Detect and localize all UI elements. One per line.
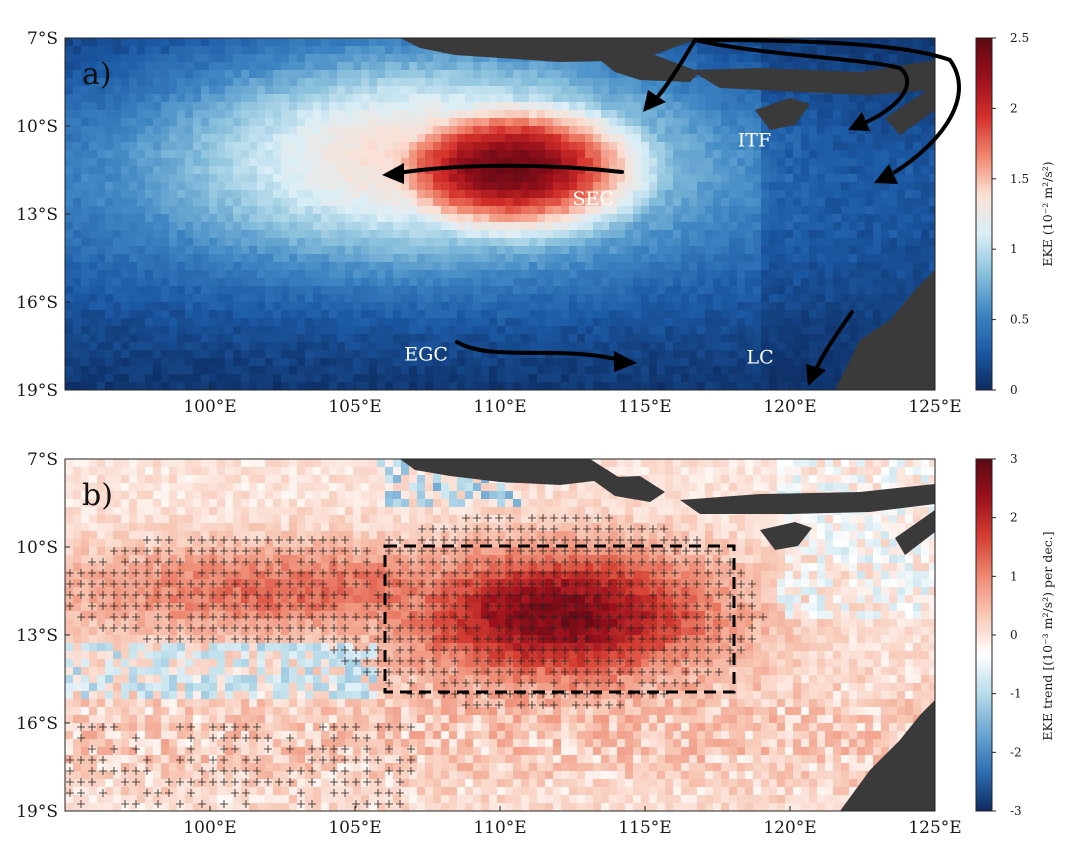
australia-land-a [835, 270, 935, 390]
egc-arrow [455, 340, 622, 362]
lon-tick-label: 115°E [618, 818, 671, 838]
sumba-land-b [760, 522, 812, 550]
lon-tick-label: 110°E [473, 818, 526, 838]
colorbar-tick-label: 3 [1010, 452, 1018, 466]
current-label-egc: EGC [404, 344, 448, 366]
panel-a-lat-ticks: 7°S 10°S 13°S 16°S 19°S [16, 29, 70, 401]
lat-tick-label: 10°S [16, 117, 58, 137]
current-label-itf: ITF [738, 130, 771, 152]
lat-tick-label: 16°S [16, 293, 58, 313]
java-land [400, 38, 700, 62]
egc-arrowhead [614, 351, 637, 372]
sec-arrowhead [382, 163, 404, 184]
lat-tick-label: 10°S [16, 538, 58, 558]
colorbar-tick-label: 0 [1010, 383, 1018, 397]
lat-tick-label: 13°S [16, 626, 58, 646]
lon-tick-label: 125°E [908, 818, 961, 838]
sumba-land [755, 98, 810, 130]
colorbar-tick-label: -3 [1010, 804, 1022, 818]
panel-b-lon-ticks: 100°E 105°E 110°E 115°E 120°E 125°E [183, 806, 962, 838]
land-panel-b [400, 459, 935, 811]
itf-arrow-3 [698, 38, 961, 174]
colorbar-b: -3 -2 -1 0 1 2 3 EKE trend [(10⁻³ m²/s²) per d… [975, 452, 1055, 818]
colorbar-a: 0 0.5 1 1.5 2 2.5 EKE (10⁻² m²/s²) [975, 31, 1055, 397]
panel-b-field [65, 459, 935, 811]
colorbar-tick-label: 1 [1010, 242, 1018, 256]
colorbar-tick-label: 2 [1010, 511, 1018, 525]
colorbar-tick-label: -1 [1010, 687, 1022, 701]
colorbar-tick-label: 2.5 [1010, 31, 1029, 45]
timor-land [885, 85, 935, 135]
panel-b: b) 7°S10°S13°S16°S19°S 100°E 105°E 110°E 11… [16, 450, 1055, 838]
lat-tick-label: 13°S [16, 205, 58, 225]
panel-a: a) SEC ITF EGC LC 7°S 10°S 13°S 16°S 19°S 100°E… [16, 29, 1055, 417]
colorbar-b-ticks: -3 -2 -1 0 1 2 3 [992, 452, 1022, 818]
land-panel-a [400, 38, 935, 390]
lon-tick-label: 100°E [183, 818, 236, 838]
colorbar-tick-label: -2 [1010, 745, 1022, 759]
colorbar-tick-label: 1.5 [1010, 172, 1029, 186]
current-label-lc: LC [747, 347, 774, 369]
colorbar-b-bar [975, 458, 993, 812]
panel-a-label: a) [82, 57, 112, 92]
colorbar-tick-label: 0 [1010, 628, 1018, 642]
lat-tick-label: 16°S [16, 714, 58, 734]
sec-arrow [396, 163, 624, 175]
current-labels: SEC ITF EGC LC [404, 130, 773, 369]
itf-arrow-1 [653, 38, 697, 102]
itf-arrow-2 [693, 38, 909, 126]
lat-tick-label: 7°S [27, 29, 58, 49]
current-arrows [382, 38, 961, 386]
sumbawa-flores-land-b [680, 484, 935, 514]
bali-lombok-land-b [590, 476, 665, 502]
colorbar-a-label: EKE (10⁻² m²/s²) [1040, 161, 1055, 266]
lon-tick-label: 125°E [908, 397, 961, 417]
hatch-marks [66, 514, 767, 808]
colorbar-a-ticks: 0 0.5 1 1.5 2 2.5 [992, 31, 1029, 397]
colorbar-a-bar [975, 37, 993, 391]
eke-trend-field [65, 459, 935, 811]
lat-tick-label: 19°S [16, 381, 58, 401]
itf-arrowhead-1 [643, 90, 666, 112]
lon-tick-label: 105°E [328, 397, 381, 417]
colorbar-b-label: EKE trend [(10⁻³ m²/s²) per dec.] [1040, 531, 1055, 740]
colorbar-tick-label: 0.5 [1010, 313, 1029, 327]
current-label-sec: SEC [573, 188, 614, 210]
colorbar-tick-label: 2 [1010, 101, 1018, 115]
panel-a-field [65, 38, 935, 390]
panel-a-lon-ticks: 100°E 105°E 110°E 115°E 120°E 125°E [183, 385, 962, 417]
lon-tick-label: 115°E [618, 397, 671, 417]
lon-tick-label: 110°E [473, 397, 526, 417]
java-land-b [400, 459, 620, 485]
lon-tick-label: 100°E [183, 397, 236, 417]
itf-arrowhead-3 [874, 164, 898, 184]
significance-hatching [66, 514, 767, 808]
lat-tick-label: 19°S [16, 802, 58, 822]
australia-land-b [840, 700, 935, 811]
panel-b-lat-ticks: 7°S 10°S 13°S 16°S 19°S [16, 450, 70, 822]
region-box [383, 544, 736, 694]
colorbar-tick-label: 1 [1010, 569, 1018, 583]
lc-arrowhead [806, 364, 826, 386]
sumbawa-flores-land [690, 60, 935, 95]
lat-tick-label: 7°S [27, 450, 58, 470]
timor-land-b [895, 510, 935, 555]
itf-arrowhead-2 [848, 112, 870, 131]
lon-tick-label: 120°E [763, 397, 816, 417]
panel-b-label: b) [82, 478, 113, 513]
lon-tick-label: 120°E [763, 818, 816, 838]
lon-tick-label: 105°E [328, 818, 381, 838]
lc-arrow [813, 310, 854, 374]
